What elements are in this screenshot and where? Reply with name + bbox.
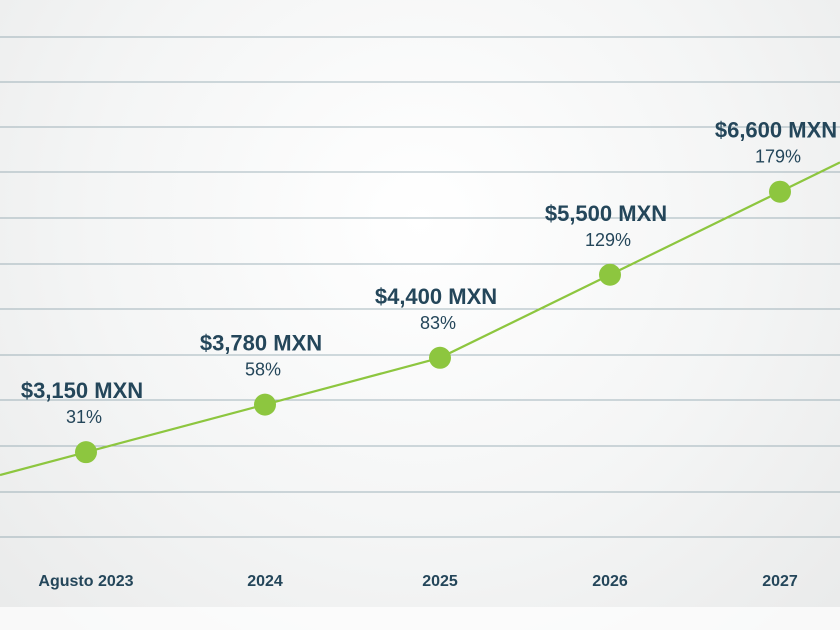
- data-point: [429, 346, 451, 369]
- x-tick-label: 2026: [592, 573, 628, 590]
- footer-band: [0, 607, 840, 630]
- percent-label: 129%: [585, 230, 631, 250]
- data-point: [75, 441, 97, 464]
- value-label: $4,400 MXN: [375, 284, 497, 309]
- value-label: $6,600 MXN: [715, 118, 837, 143]
- x-axis-ticks: Agusto 2023 2024 2025 2026 2027: [38, 573, 797, 590]
- gridlines: [0, 36, 840, 538]
- data-points: [75, 180, 791, 464]
- value-labels: $3,150 MXN 31% $3,780 MXN 58% $4,400 MXN 83% $…: [21, 118, 837, 427]
- data-point: [769, 180, 791, 203]
- value-label: $5,500 MXN: [545, 201, 667, 226]
- percent-label: 179%: [755, 147, 801, 167]
- percent-label: 31%: [66, 407, 102, 427]
- percent-label: 83%: [420, 313, 456, 333]
- data-point: [254, 393, 276, 416]
- percent-label: 58%: [245, 360, 281, 380]
- value-label: $3,150 MXN: [21, 378, 143, 403]
- x-tick-label: 2027: [762, 573, 798, 590]
- data-point: [599, 263, 621, 286]
- x-tick-label: Agusto 2023: [38, 573, 133, 590]
- x-tick-label: 2024: [247, 573, 283, 590]
- value-label: $3,780 MXN: [200, 331, 322, 356]
- x-tick-label: 2025: [422, 573, 458, 590]
